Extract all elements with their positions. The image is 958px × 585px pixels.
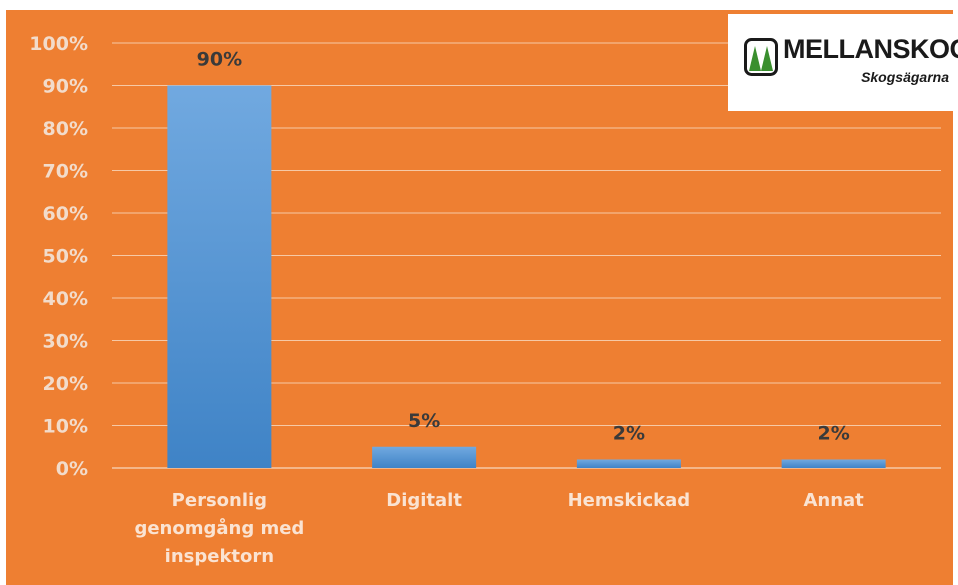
y-tick-label: 30%: [43, 331, 88, 353]
y-tick-label: 70%: [43, 161, 88, 183]
y-tick-label: 0%: [56, 458, 88, 480]
x-category-label: Annat: [803, 490, 864, 511]
data-label: 90%: [197, 49, 242, 71]
y-axis-tick-labels: 0% 10% 20% 30% 40% 50% 60% 70% 80% 90% 100%: [29, 33, 88, 480]
y-tick-label: 10%: [43, 416, 88, 438]
data-label: 5%: [408, 410, 440, 432]
data-label: 2%: [613, 423, 645, 445]
y-tick-label: 40%: [43, 288, 88, 310]
bar: [576, 459, 681, 468]
x-axis-category-labels: Personlig genomgång med inspektorn Digitalt…: [134, 490, 864, 567]
bar: [372, 446, 477, 468]
x-category-label: Personlig genomgång med inspektorn: [134, 490, 304, 567]
y-tick-label: 20%: [43, 373, 88, 395]
bars: [167, 85, 886, 468]
data-labels: 90% 5% 2% 2%: [197, 49, 850, 445]
logo-subtitle: Skogsägarna: [861, 69, 949, 85]
y-tick-label: 80%: [43, 118, 88, 140]
bar: [781, 459, 886, 468]
y-tick-label: 100%: [29, 33, 88, 55]
tree-mark-icon: [744, 38, 778, 76]
y-tick-label: 50%: [43, 246, 88, 268]
x-category-label: Digitalt: [386, 490, 462, 511]
bar: [167, 85, 272, 468]
y-tick-label: 90%: [43, 76, 88, 98]
logo-name: MELLANSKOG: [783, 34, 958, 64]
x-category-label: Hemskickad: [568, 490, 691, 511]
company-logo: MELLANSKOG Skogsägarna: [728, 14, 958, 111]
y-tick-label: 60%: [43, 203, 88, 225]
data-label: 2%: [817, 423, 849, 445]
